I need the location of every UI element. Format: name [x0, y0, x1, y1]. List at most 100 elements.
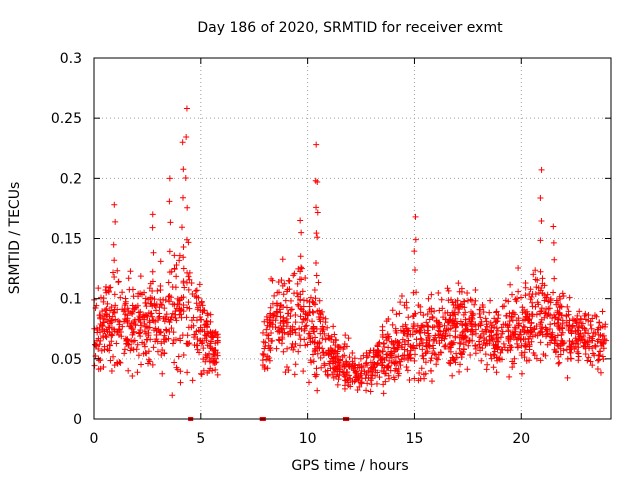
data-point — [121, 346, 128, 353]
data-point — [402, 341, 409, 348]
data-point — [447, 360, 454, 367]
data-point — [137, 319, 144, 326]
data-point — [596, 319, 603, 326]
data-point — [597, 369, 604, 376]
data-point — [531, 325, 538, 332]
data-point — [204, 369, 211, 376]
data-point — [295, 302, 302, 309]
data-point — [559, 338, 566, 345]
data-point — [383, 354, 390, 361]
data-point — [197, 324, 204, 331]
data-point — [296, 332, 303, 339]
data-point — [462, 316, 469, 323]
data-point — [434, 356, 441, 363]
x-tick-label: 10 — [299, 431, 317, 447]
data-point — [134, 341, 141, 348]
data-point — [478, 357, 485, 364]
data-point — [261, 366, 268, 373]
data-point — [515, 288, 522, 295]
data-point — [104, 346, 111, 353]
data-point — [509, 317, 516, 324]
data-point — [402, 321, 409, 328]
data-point — [515, 315, 522, 322]
data-point — [587, 318, 594, 325]
data-point — [564, 303, 571, 310]
data-point — [560, 347, 567, 354]
data-point — [542, 324, 549, 331]
data-point — [574, 312, 581, 319]
data-point — [524, 311, 531, 318]
data-point — [527, 296, 534, 303]
data-point — [456, 368, 463, 375]
data-point — [127, 268, 134, 275]
data-point — [195, 304, 202, 311]
data-point — [411, 310, 418, 317]
data-point — [280, 314, 287, 321]
data-point — [171, 359, 178, 366]
data-point — [177, 379, 184, 386]
data-point — [544, 313, 551, 320]
data-point — [387, 367, 394, 374]
data-point — [194, 346, 201, 353]
data-point — [542, 309, 549, 316]
data-point — [326, 349, 333, 356]
data-point — [141, 316, 148, 323]
data-point — [417, 335, 424, 342]
data-point — [370, 347, 377, 354]
data-point — [582, 326, 589, 333]
data-point — [297, 291, 304, 298]
data-point — [525, 338, 532, 345]
data-point — [413, 289, 420, 296]
data-point — [268, 330, 275, 337]
data-point — [354, 376, 361, 383]
data-point — [166, 175, 173, 182]
data-point — [333, 350, 340, 357]
data-point — [203, 337, 210, 344]
data-point — [433, 355, 440, 362]
data-point — [488, 324, 495, 331]
y-axis-label: SRMTID / TECUs — [7, 182, 23, 295]
data-point — [185, 273, 192, 280]
data-point — [313, 230, 320, 237]
data-point — [166, 269, 173, 276]
data-point — [363, 387, 370, 394]
data-point — [497, 349, 504, 356]
data-point — [435, 289, 442, 296]
data-point — [292, 319, 299, 326]
data-point — [585, 354, 592, 361]
data-point — [284, 345, 291, 352]
data-point — [157, 282, 164, 289]
data-point — [357, 372, 364, 379]
data-point — [370, 354, 377, 361]
data-point — [96, 312, 103, 319]
data-point — [122, 311, 129, 318]
data-point — [425, 323, 432, 330]
data-point — [264, 353, 271, 360]
data-point — [599, 333, 606, 340]
data-point — [456, 306, 463, 313]
data-point — [551, 346, 558, 353]
data-point — [180, 265, 187, 272]
data-point — [363, 369, 370, 376]
data-point — [173, 261, 180, 268]
data-point — [389, 321, 396, 328]
data-point — [149, 224, 156, 231]
data-point — [472, 345, 479, 352]
data-point — [299, 319, 306, 326]
data-point — [196, 349, 203, 356]
data-point — [151, 302, 158, 309]
data-point — [510, 309, 517, 316]
data-point — [433, 337, 440, 344]
data-point — [317, 310, 324, 317]
data-point — [436, 321, 443, 328]
data-point — [375, 352, 382, 359]
data-point — [120, 318, 127, 325]
data-point — [383, 318, 390, 325]
data-point — [125, 367, 132, 374]
data-point — [410, 344, 417, 351]
data-point — [145, 324, 152, 331]
data-point — [332, 342, 339, 349]
data-point — [108, 324, 115, 331]
data-point — [157, 296, 164, 303]
data-point — [110, 269, 117, 276]
